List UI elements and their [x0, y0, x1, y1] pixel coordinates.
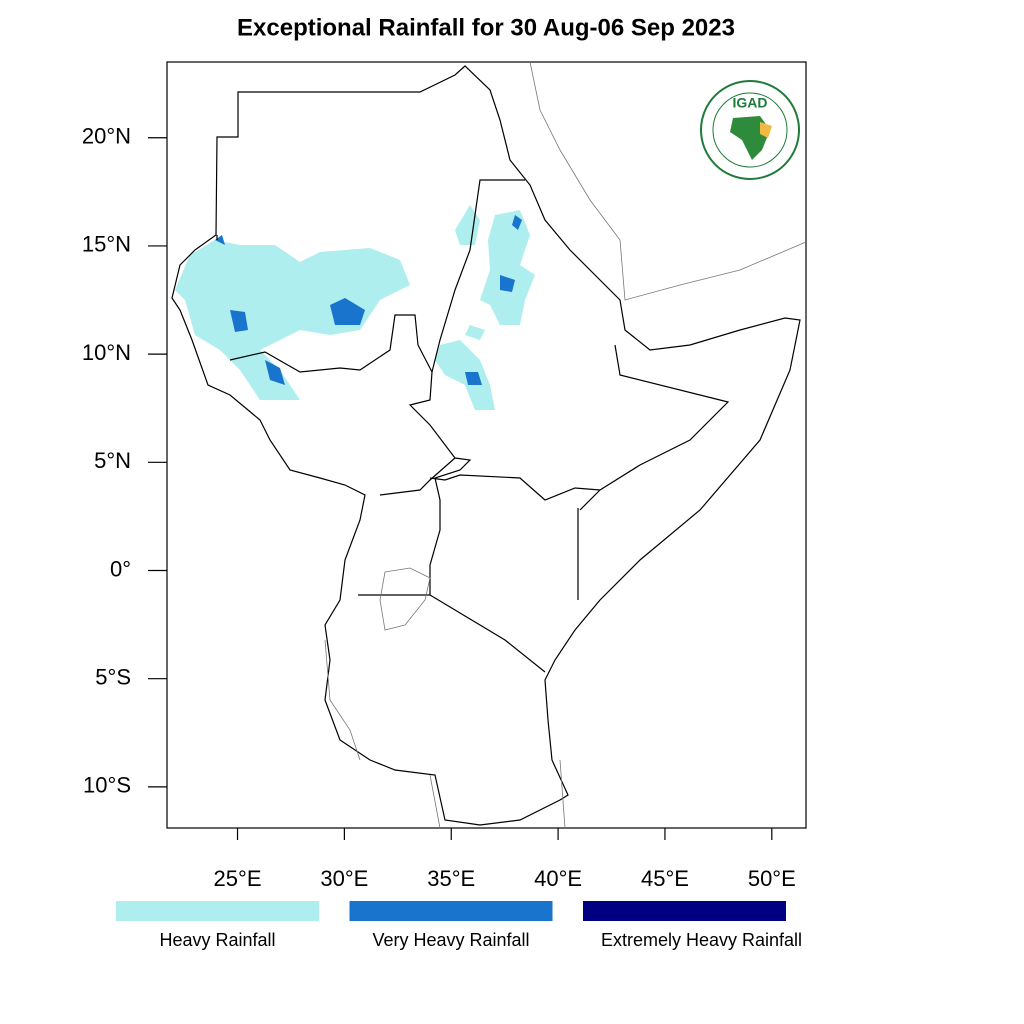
legend-swatch	[349, 901, 553, 921]
y-tick-label: 10°S	[83, 773, 131, 798]
heavy-rainfall-area	[435, 205, 535, 410]
x-tick-label: 45°E	[641, 866, 689, 891]
legend-label: Very Heavy Rainfall	[372, 930, 529, 950]
y-tick-label: 0°	[110, 556, 131, 581]
x-tick-label: 35°E	[427, 866, 475, 891]
lake-and-coast	[324, 61, 807, 829]
x-tick-label: 25°E	[214, 866, 262, 891]
heavy-rainfall-area	[175, 240, 410, 400]
logo-inner-ring	[712, 92, 788, 168]
x-tick-label: 40°E	[534, 866, 582, 891]
internal-border	[358, 344, 730, 673]
legend-label: Heavy Rainfall	[159, 930, 275, 950]
y-tick-label: 5°S	[95, 665, 131, 690]
title: Exceptional Rainfall for 30 Aug-06 Sep 2…	[237, 14, 735, 41]
y-tick-label: 15°N	[82, 232, 131, 257]
logo-igad-region	[760, 122, 772, 138]
y-tick-label: 10°N	[82, 340, 131, 365]
logo: IGAD	[700, 80, 800, 180]
legend-label: Extremely Heavy Rainfall	[601, 930, 802, 950]
legend: Heavy Rainfall Very Heavy Rainfall Extreme…	[116, 901, 802, 950]
axes: 25°E 30°E 35°E 40°E 45°E 50°E 20°N 15°N 10°N 5°N 0…	[82, 124, 796, 891]
y-tick-label: 5°N	[94, 448, 131, 473]
outer-boundary	[171, 65, 801, 826]
y-tick-label: 20°N	[82, 124, 131, 149]
x-tick-label: 50°E	[748, 866, 796, 891]
coastlines-and-borders	[171, 61, 807, 829]
map-frame	[166, 61, 807, 829]
logo-text: IGAD	[733, 95, 768, 111]
rainfall	[175, 205, 535, 410]
legend-swatch	[583, 901, 786, 921]
internal-border	[216, 179, 525, 374]
legend-swatch	[116, 901, 319, 921]
x-tick-label: 30°E	[320, 866, 368, 891]
